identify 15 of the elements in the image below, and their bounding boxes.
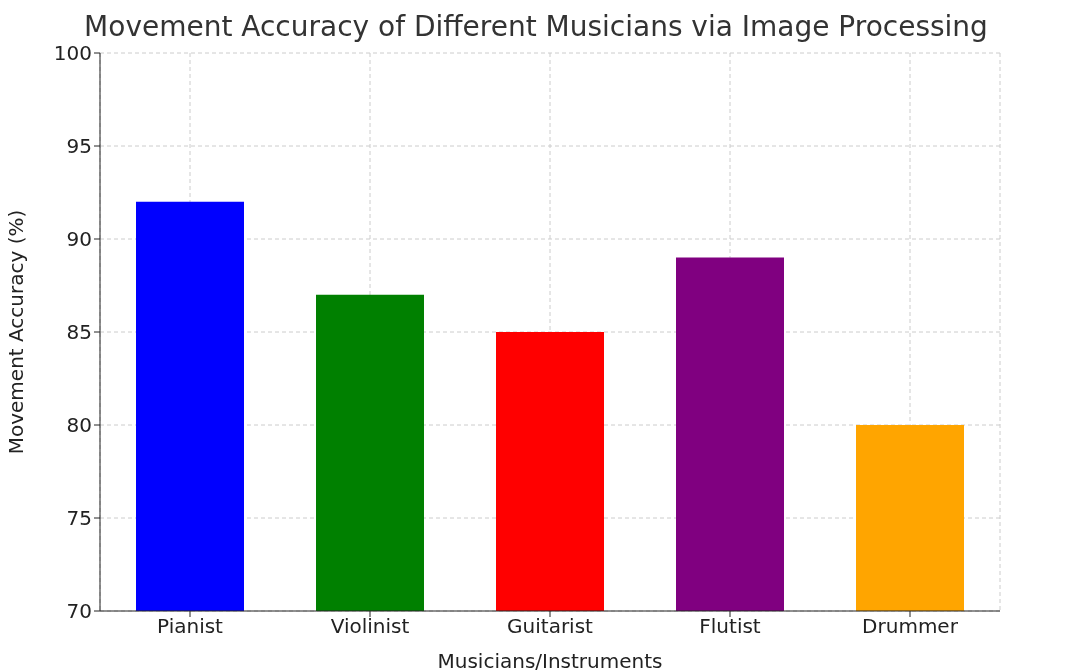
x-tick-label: Violinist [330,614,410,639]
y-axis-title: Movement Accuracy (%) [4,209,29,455]
x-tick-label: Pianist [157,614,224,639]
y-tick-label: 90 [66,227,92,252]
y-tick-label: 100 [53,41,92,66]
y-tick-label: 75 [66,506,92,531]
x-tick-label: Guitarist [507,614,594,639]
y-tick-label: 95 [66,134,92,159]
x-axis-title: Musicians/Instruments [437,649,663,671]
x-tick-label: Flutist [699,614,761,639]
y-tick-label: 80 [66,413,92,438]
chart-title: Movement Accuracy of Different Musicians via Image Processing [83,10,989,43]
x-tick-label: Drummer [862,614,959,639]
y-tick-label: 70 [66,599,92,624]
y-tick-label: 85 [66,320,92,345]
